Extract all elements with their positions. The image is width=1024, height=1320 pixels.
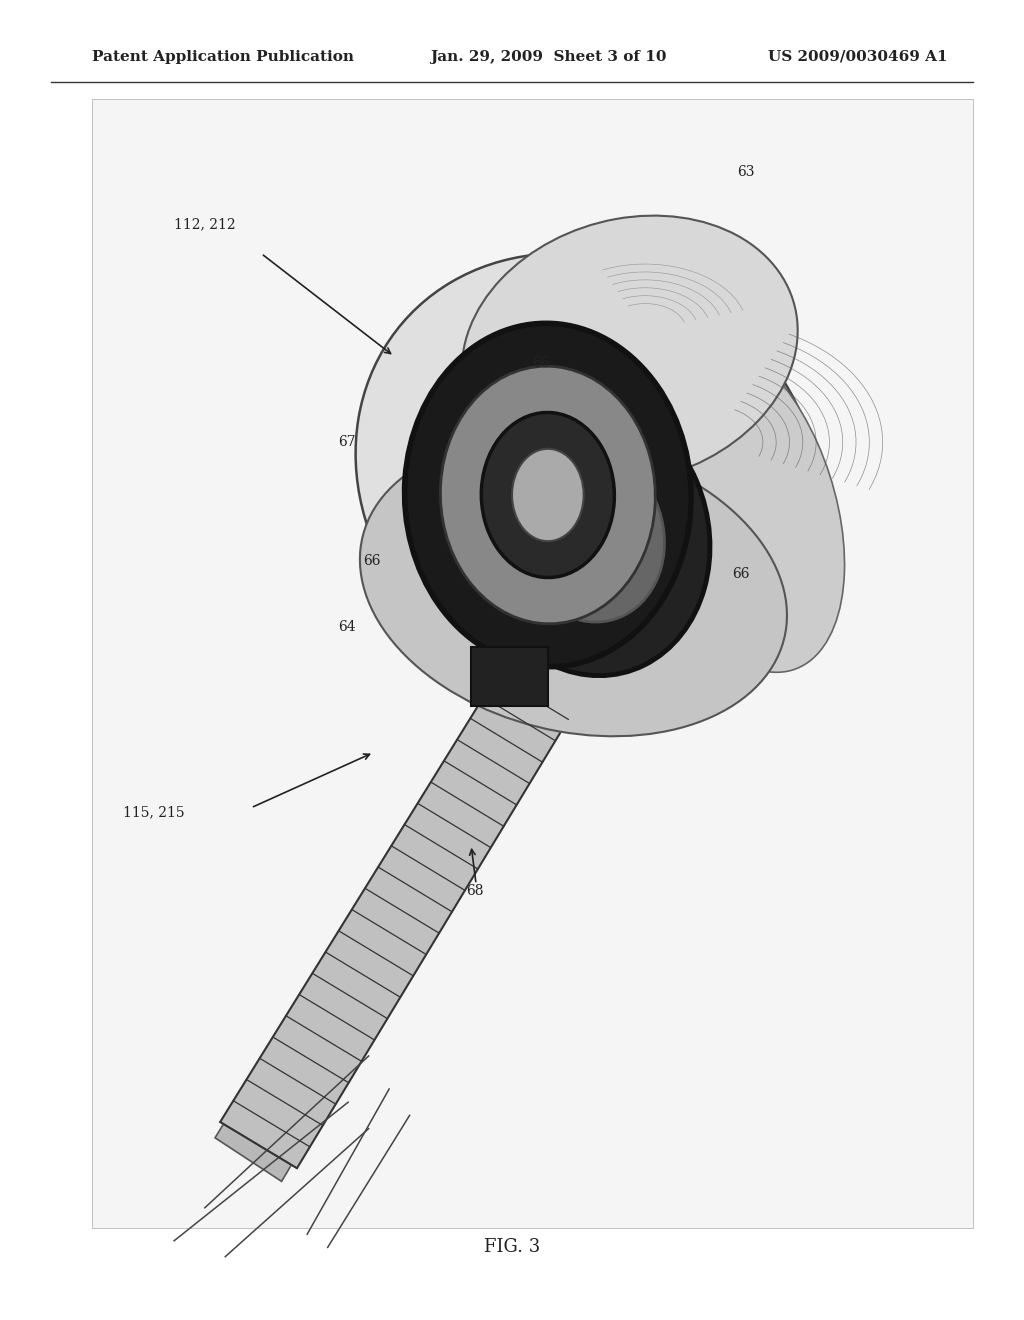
Ellipse shape	[440, 366, 655, 624]
Ellipse shape	[513, 447, 665, 622]
Ellipse shape	[512, 449, 584, 541]
Text: 112, 212: 112, 212	[174, 218, 236, 231]
Ellipse shape	[481, 412, 614, 578]
Text: 64: 64	[338, 620, 355, 634]
Text: 68: 68	[466, 884, 483, 898]
Polygon shape	[220, 676, 568, 1168]
Polygon shape	[215, 693, 548, 1181]
Text: 115, 215: 115, 215	[123, 805, 184, 818]
Ellipse shape	[359, 438, 787, 737]
Ellipse shape	[404, 323, 691, 667]
Text: 66: 66	[532, 356, 550, 370]
Text: Patent Application Publication: Patent Application Publication	[92, 50, 354, 63]
Text: 67: 67	[338, 436, 355, 449]
Ellipse shape	[355, 253, 822, 710]
Text: 63: 63	[737, 165, 755, 178]
Text: FIG. 3: FIG. 3	[484, 1238, 540, 1257]
Text: 66: 66	[732, 568, 750, 581]
Ellipse shape	[630, 331, 845, 672]
Ellipse shape	[462, 215, 798, 484]
Text: US 2009/0030469 A1: US 2009/0030469 A1	[768, 50, 947, 63]
Text: 66: 66	[364, 554, 381, 568]
Ellipse shape	[468, 393, 710, 676]
Bar	[92, 99, 973, 1228]
Text: Jan. 29, 2009  Sheet 3 of 10: Jan. 29, 2009 Sheet 3 of 10	[430, 50, 667, 63]
Bar	[471, 647, 548, 706]
